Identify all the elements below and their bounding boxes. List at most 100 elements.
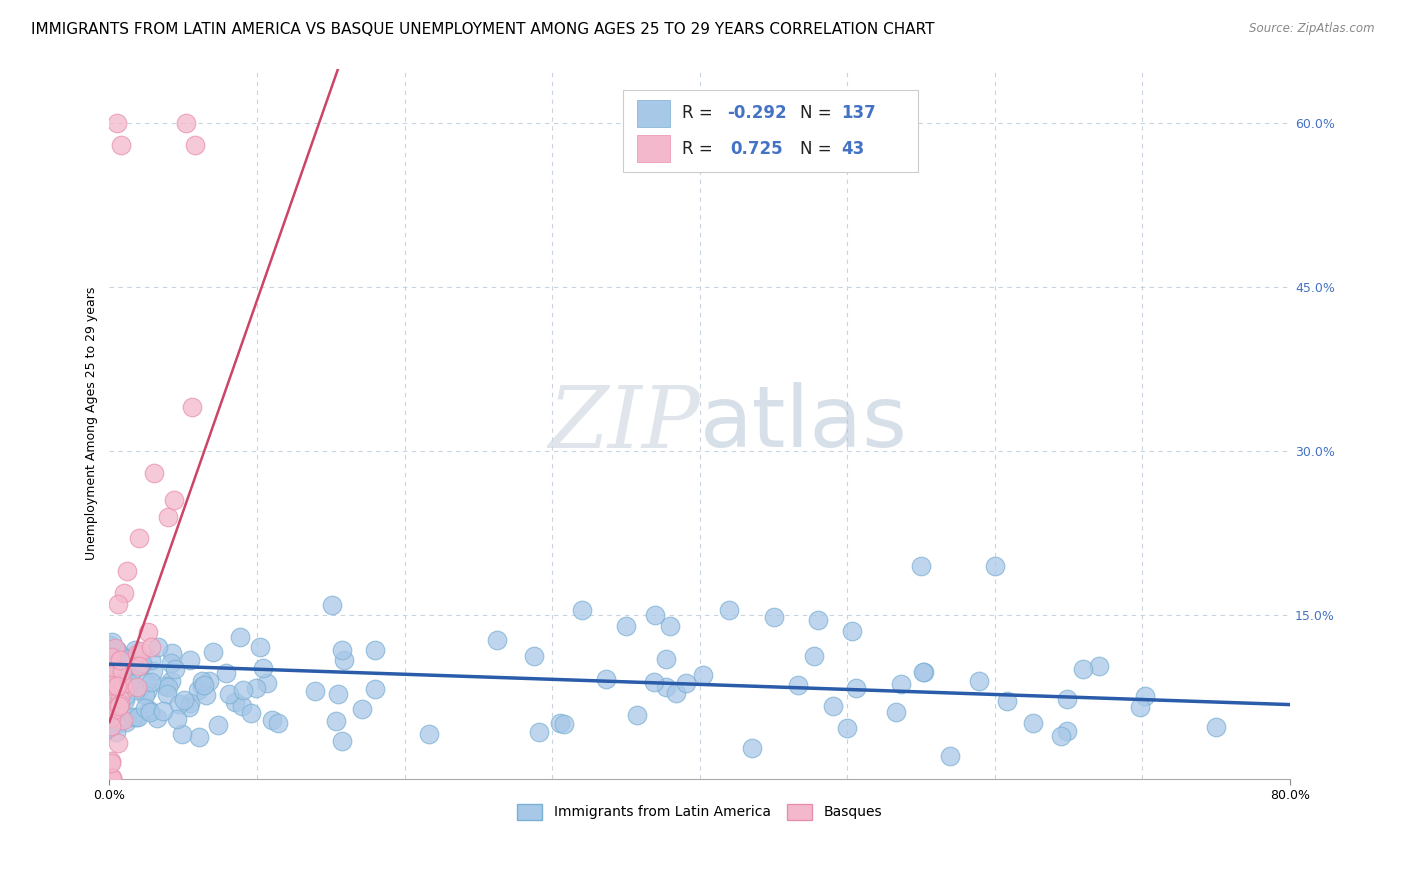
Point (107, 716, 129, 731)
Point (249, 640, 271, 654)
Point (845, 681, 868, 695)
Point (1088, 658, 1111, 673)
Point (215, 666, 238, 681)
Point (134, 688, 156, 702)
Point (131, 657, 153, 671)
Point (110, 138, 132, 153)
Point (256, 676, 278, 690)
Point (523, 649, 546, 664)
Point (191, 674, 214, 689)
Point (787, 678, 810, 692)
Point (643, 675, 665, 690)
Point (1071, 662, 1094, 676)
Point (659, 619, 682, 633)
Point (134, 701, 156, 715)
Point (100, 718, 122, 732)
Point (364, 642, 387, 657)
Point (125, 709, 148, 723)
Point (718, 602, 741, 616)
Point (98, 721, 121, 735)
Point (111, 677, 134, 691)
Point (118, 675, 141, 690)
Point (228, 631, 250, 645)
Text: N =: N = (800, 140, 837, 158)
Point (101, 771, 124, 785)
Point (762, 610, 785, 624)
Point (110, 697, 132, 711)
Text: R =: R = (682, 140, 718, 158)
Point (103, 669, 125, 683)
Point (485, 632, 508, 647)
Point (179, 696, 201, 710)
Point (125, 647, 148, 661)
Point (135, 674, 157, 689)
Point (138, 703, 160, 717)
Point (129, 658, 152, 673)
Point (198, 674, 221, 689)
Point (614, 619, 637, 633)
Point (202, 645, 225, 659)
Text: atlas: atlas (700, 382, 908, 466)
Point (105, 662, 128, 676)
Point (231, 698, 253, 713)
Point (115, 676, 138, 690)
Point (911, 665, 934, 679)
Text: ZIP: ZIP (548, 383, 700, 465)
Point (141, 675, 163, 690)
Point (675, 675, 697, 690)
Point (160, 674, 183, 689)
Point (105, 116, 128, 130)
FancyBboxPatch shape (623, 90, 918, 171)
Point (179, 700, 201, 714)
Point (807, 614, 830, 628)
Point (100, 689, 122, 703)
Point (98, 692, 121, 706)
Point (101, 634, 124, 648)
Point (267, 716, 290, 731)
Point (142, 664, 165, 678)
Point (108, 665, 131, 679)
Point (108, 653, 131, 667)
Point (98, 716, 121, 731)
Point (181, 400, 204, 414)
Text: 43: 43 (841, 140, 865, 158)
FancyBboxPatch shape (637, 100, 671, 127)
Point (207, 718, 229, 732)
Point (152, 704, 174, 718)
Point (160, 656, 183, 670)
Point (98, 648, 121, 663)
Point (188, 730, 211, 744)
Point (101, 661, 124, 675)
Point (841, 624, 863, 639)
Point (100, 649, 122, 664)
Point (364, 682, 387, 697)
Point (157, 509, 180, 524)
FancyBboxPatch shape (637, 136, 671, 162)
Text: IMMIGRANTS FROM LATIN AMERICA VS BASQUE UNEMPLOYMENT AMONG AGES 25 TO 29 YEARS C: IMMIGRANTS FROM LATIN AMERICA VS BASQUE … (31, 22, 935, 37)
Point (325, 714, 347, 728)
Point (163, 492, 186, 507)
Point (112, 586, 135, 600)
Point (245, 681, 267, 695)
Point (98, 639, 121, 653)
Point (595, 673, 617, 687)
Point (135, 684, 157, 698)
Y-axis label: Unemployment Among Ages 25 to 29 years: Unemployment Among Ages 25 to 29 years (86, 287, 98, 560)
Point (115, 564, 138, 578)
Point (100, 754, 122, 768)
Point (139, 640, 162, 654)
Point (111, 714, 134, 728)
Point (98, 709, 121, 723)
Point (98, 682, 121, 697)
Point (156, 681, 179, 695)
Point (262, 713, 284, 727)
Point (112, 681, 135, 696)
Point (107, 736, 129, 750)
Point (105, 725, 128, 739)
Point (122, 710, 145, 724)
Point (166, 712, 188, 726)
Point (184, 138, 207, 153)
Text: 137: 137 (841, 104, 876, 122)
Point (100, 771, 122, 785)
Point (105, 655, 128, 669)
